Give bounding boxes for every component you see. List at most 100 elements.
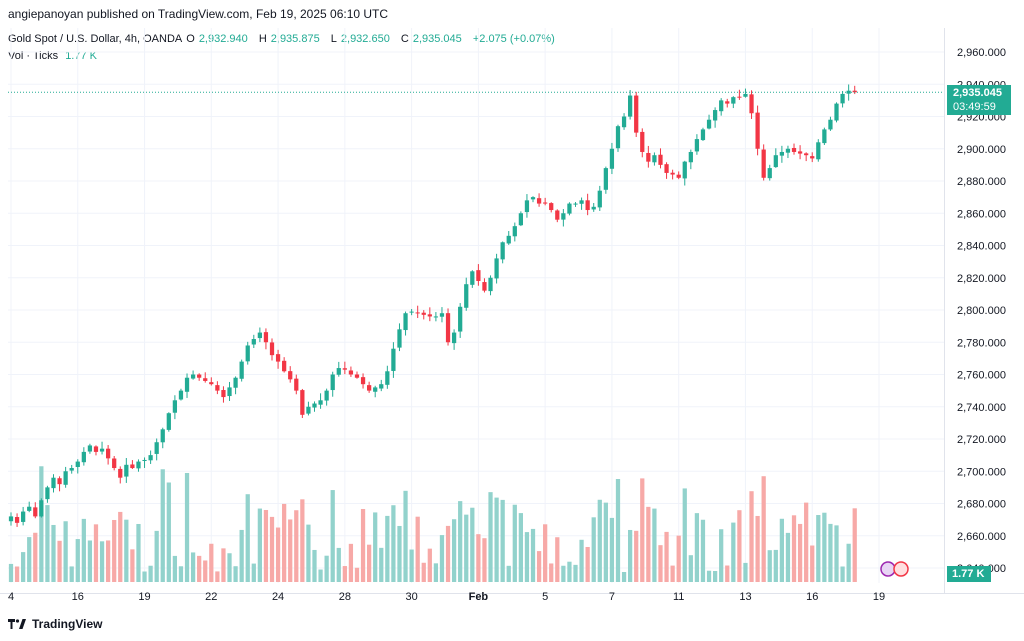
candle-body <box>142 459 147 462</box>
event-flag-icon <box>893 561 909 577</box>
volume-bar <box>561 565 566 582</box>
candle-body <box>579 200 584 204</box>
candle-body <box>360 377 366 385</box>
volume-bar <box>433 563 439 582</box>
volume-bar <box>190 552 196 582</box>
candle-body <box>105 448 111 459</box>
volume-bar <box>251 563 256 582</box>
volume-bar <box>731 522 736 582</box>
volume-bar <box>245 494 250 582</box>
candle-body <box>682 161 687 179</box>
candle-body <box>403 313 408 331</box>
volume-bar <box>118 511 123 582</box>
candle-body <box>379 384 384 389</box>
y-tick-label: 2,680.000 <box>957 499 1006 511</box>
candle-body <box>767 168 772 179</box>
y-tick-label: 2,700.000 <box>957 466 1006 478</box>
x-tick-label: 13 <box>739 591 751 603</box>
volume-bar <box>524 532 530 582</box>
candle-body <box>518 213 523 226</box>
volume-bar <box>694 513 700 582</box>
volume-bar <box>658 545 663 582</box>
volume-bar <box>99 541 105 582</box>
volume-bar <box>670 565 675 582</box>
volume-bar <box>336 547 341 582</box>
candle-body <box>731 97 736 104</box>
volume-bar <box>124 519 129 582</box>
volume-bar <box>93 524 99 582</box>
candle-body <box>421 312 426 315</box>
candle-body <box>439 313 445 317</box>
candle-body <box>621 116 627 128</box>
volume-bar <box>834 525 839 582</box>
candle-body <box>688 151 693 163</box>
volume-bar <box>512 504 517 582</box>
candle-body <box>445 313 451 343</box>
volume-bar <box>458 501 463 582</box>
event-flag-icon <box>880 561 896 577</box>
candle-body <box>828 119 833 130</box>
volume-bar <box>57 540 62 582</box>
x-tick-label: 16 <box>72 591 84 603</box>
y-tick-label: 2,740.000 <box>957 402 1006 414</box>
volume-bar <box>646 506 651 582</box>
volume-bar <box>536 551 542 582</box>
x-tick-label: Feb <box>469 591 489 603</box>
candle-body <box>263 332 269 343</box>
candle-body <box>130 464 135 469</box>
y-tick-label: 2,840.000 <box>957 241 1006 253</box>
volume-bar <box>275 527 281 582</box>
volume-bar <box>664 531 669 582</box>
candle-body <box>725 101 730 104</box>
y-tick-label: 2,960.000 <box>957 47 1006 59</box>
candle-body <box>87 445 93 452</box>
volume-bar <box>810 545 815 582</box>
candle-body <box>239 361 244 379</box>
candle-body <box>318 400 323 405</box>
x-tick-label: 11 <box>673 591 684 603</box>
high-value: H 2,935.875 <box>258 33 320 45</box>
volume-bar <box>585 546 590 582</box>
volume-bar <box>233 566 238 582</box>
candle-body <box>39 500 44 517</box>
candle-body <box>640 131 645 152</box>
candle-body <box>816 142 821 160</box>
candle-body <box>124 464 129 477</box>
volume-bar <box>69 566 74 582</box>
candle-body <box>391 348 396 371</box>
candle-body <box>549 203 554 211</box>
x-tick-label: 22 <box>205 591 217 603</box>
bar-countdown: 03:49:59 <box>953 101 996 113</box>
volume-bar <box>112 519 117 582</box>
ohlc-legend: Gold Spot / U.S. Dollar, 4h, OANDA O 2,932… <box>8 33 559 45</box>
footer-brand[interactable]: TradingView <box>8 617 102 631</box>
volume-bar <box>348 543 354 582</box>
volume-label[interactable]: Vol · Ticks <box>8 50 59 62</box>
candle-body <box>482 282 487 291</box>
candle-body <box>312 403 317 408</box>
volume-bar <box>373 512 378 582</box>
volume-bar <box>530 528 536 582</box>
candle-body <box>561 213 566 220</box>
candle-body <box>294 378 299 391</box>
low-value: L 2,932.650 <box>330 33 390 45</box>
volume-bar <box>597 499 602 582</box>
volume-bar <box>403 490 408 582</box>
symbol-label[interactable]: Gold Spot / U.S. Dollar, 4h, OANDA <box>8 33 183 45</box>
candle-body <box>93 446 99 452</box>
volume-bar <box>21 552 26 582</box>
candle-body <box>615 126 621 149</box>
volume-bar <box>203 560 208 582</box>
candle-body <box>712 110 718 121</box>
candle-body <box>628 95 633 117</box>
candle-body <box>761 149 766 178</box>
candle-body <box>112 458 117 469</box>
volume-bar <box>33 532 38 582</box>
volume-bar <box>476 534 481 582</box>
volume-bar <box>567 561 572 582</box>
candle-body <box>603 168 608 190</box>
volume-bar <box>160 469 165 582</box>
volume-bar <box>737 510 742 582</box>
candle-body <box>324 390 329 401</box>
